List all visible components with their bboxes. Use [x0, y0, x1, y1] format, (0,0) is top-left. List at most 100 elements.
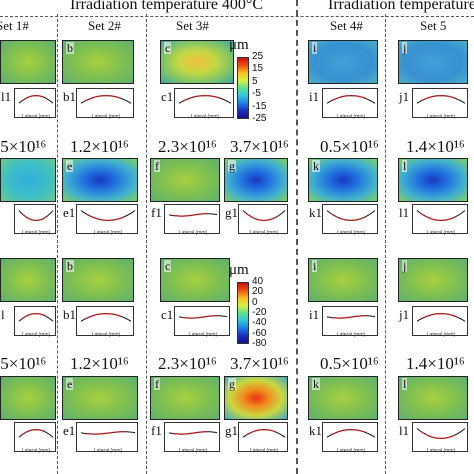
profile-line-measured — [331, 314, 366, 319]
profile-panel-label: b1 — [63, 307, 76, 322]
colorbar-tick: -20 — [252, 307, 267, 318]
profile-panel-label: e1 — [63, 205, 76, 220]
profile-line-measured — [85, 312, 122, 320]
profile-xlabel: Lateral (mm) — [92, 114, 121, 119]
profile-xlabel: Lateral (mm) — [427, 230, 456, 235]
profile-line-measured — [246, 428, 277, 436]
profile-xlabel: Lateral (mm) — [189, 332, 218, 337]
dose-label: 0.5×10¹⁶ — [320, 354, 379, 373]
profile-line-measured — [421, 431, 456, 440]
height-map: g — [224, 158, 288, 202]
profile-xlabel: Lateral (mm) — [179, 230, 208, 235]
height-profile: Lateral (mm) — [76, 88, 134, 119]
panel-label: k — [312, 377, 320, 391]
height-map — [0, 158, 56, 202]
profile-line-measured — [86, 430, 125, 435]
height-map: g — [224, 376, 288, 420]
colorbar-tick: 15 — [252, 63, 264, 75]
profile-xlabel: Lateral (mm) — [22, 114, 51, 119]
height-map: l — [398, 376, 468, 420]
profile-xlabel: Lateral (mm) — [337, 114, 366, 119]
dose-label: 1.2×10¹⁶ — [70, 137, 129, 156]
profile-line-fit — [416, 313, 466, 322]
header-rule — [0, 16, 474, 17]
height-profile: Lateral (mm) — [322, 306, 378, 337]
panel-label: j — [402, 259, 408, 273]
panel-label: k — [312, 159, 320, 173]
set-label: Set 5 — [420, 18, 447, 33]
height-map: b — [62, 40, 134, 84]
height-profile: Lateral (mm) — [164, 204, 220, 235]
profile-line-fit — [416, 428, 466, 439]
profile-xlabel: Lateral (mm) — [250, 230, 279, 235]
panel-label: e — [66, 159, 74, 173]
colorbar-tick: -15 — [252, 100, 267, 112]
profile-xlabel: Lateral (mm) — [337, 230, 366, 235]
profile-line-fit — [416, 210, 466, 221]
profile-line-fit — [18, 313, 54, 322]
height-profile: Lateral (mm) — [76, 422, 138, 453]
dose-label: .5×10¹⁶ — [0, 354, 47, 373]
height-map: b — [62, 258, 134, 302]
profile-panel-label: l1 — [399, 423, 410, 438]
profile-xlabel: Lateral (mm) — [191, 114, 220, 119]
profile-line-measured — [21, 213, 47, 222]
divider-main — [296, 0, 298, 474]
profile-panel-label: i1 — [309, 307, 320, 322]
profile-panel-label: l1 — [399, 205, 410, 220]
panel-label: b — [66, 41, 74, 55]
profile-line-fit — [326, 210, 376, 221]
profile-line-fit — [326, 95, 376, 104]
height-profile: Lateral (mm) — [76, 306, 134, 337]
profile-panel-label: l — [1, 307, 5, 322]
height-map: e — [62, 376, 138, 420]
colorbar-bottom — [237, 282, 249, 344]
colorbar-tick: -40 — [252, 317, 267, 329]
colorbar-tick: -60 — [252, 327, 267, 339]
profile-panel-label: b1 — [63, 89, 76, 104]
profile-line-fit — [416, 95, 466, 104]
panel-label: c — [164, 259, 172, 273]
height-profile: Lateral (mm) — [14, 88, 56, 119]
right-temperature-title: Irradiation temperature — [328, 0, 474, 13]
divider-4 — [385, 14, 386, 474]
profile-panel-label: g1 — [225, 423, 238, 438]
height-map: j — [398, 258, 468, 302]
height-profile: Lateral (mm) — [238, 204, 288, 235]
profile-xlabel: Lateral (mm) — [22, 230, 51, 235]
height-profile: Lateral (mm) — [412, 422, 468, 453]
profile-xlabel: Lateral (mm) — [94, 448, 123, 453]
profile-line-measured — [331, 94, 366, 102]
colorbar-tick: -5 — [252, 88, 261, 100]
height-map: j — [398, 40, 468, 84]
height-map: l — [398, 158, 468, 202]
colorbar-tick: 40 — [252, 276, 264, 287]
height-map: c — [160, 40, 234, 84]
panel-label: l — [402, 377, 408, 391]
height-map: f — [150, 158, 220, 202]
set-label: Set 3# — [176, 18, 209, 33]
panel-label: i — [312, 41, 318, 55]
profile-xlabel: Lateral (mm) — [92, 332, 121, 337]
profile-xlabel: Lateral (mm) — [22, 332, 51, 337]
dose-label: 1.4×10¹⁶ — [406, 137, 465, 156]
profile-line-fit — [18, 210, 54, 221]
profile-line-fit — [242, 429, 286, 438]
height-map: e — [62, 158, 138, 202]
colorbar-tick: -80 — [252, 338, 267, 349]
profile-xlabel: Lateral (mm) — [427, 332, 456, 337]
profile-line-measured — [331, 428, 366, 436]
height-profile: Lateral (mm) — [322, 422, 378, 453]
panel-label: l — [402, 159, 408, 173]
profile-panel-label: c1 — [161, 307, 174, 322]
dose-label: 2.3×10¹⁶ — [158, 354, 217, 373]
colorbar-tick: 25 — [252, 51, 264, 62]
panel-label: c — [164, 41, 172, 55]
panel-label: e — [66, 377, 74, 391]
set-label: Set 4# — [330, 18, 363, 33]
profile-panel-label: c1 — [161, 89, 174, 104]
height-profile: Lateral (mm) — [14, 204, 56, 235]
height-profile: Lateral (mm) — [238, 422, 288, 453]
profile-xlabel: Lateral (mm) — [427, 114, 456, 119]
height-profile: Lateral (mm) — [412, 204, 468, 235]
